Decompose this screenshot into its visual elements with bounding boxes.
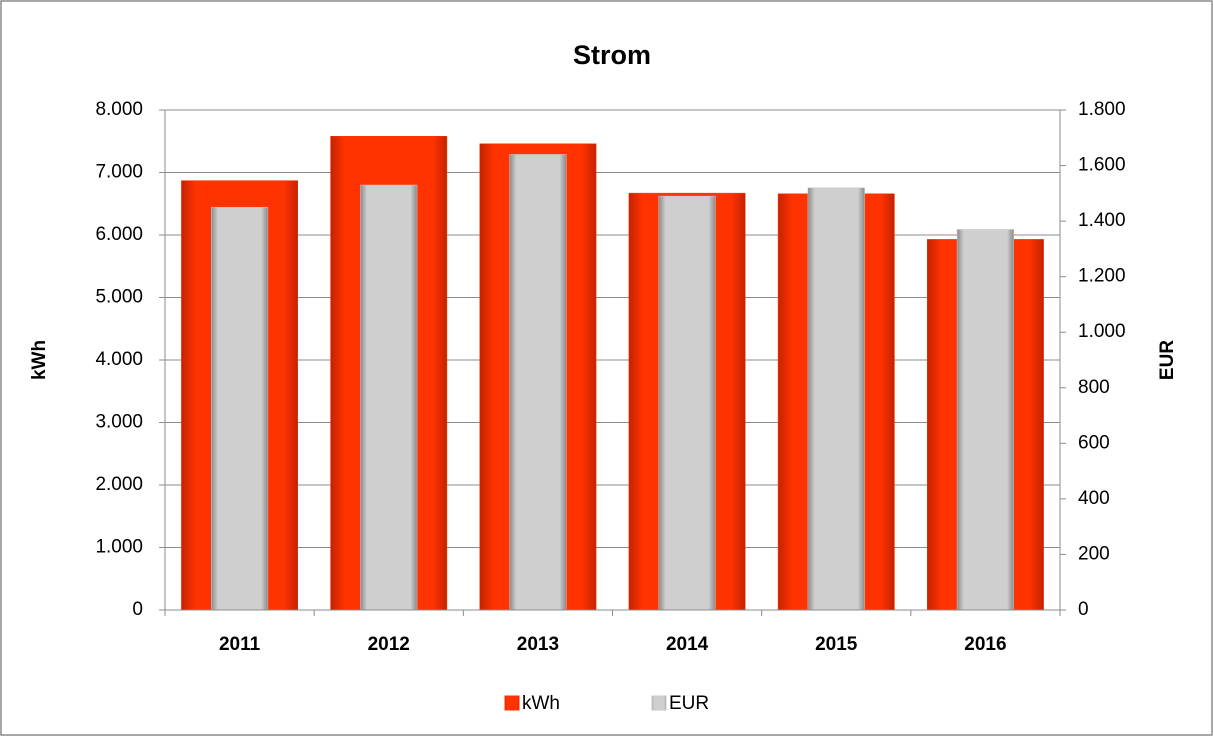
x-tick-label: 2014 [666, 634, 709, 655]
y2-tick-label: 400 [1078, 488, 1110, 509]
y-tick-label: 5.000 [95, 287, 143, 308]
y2-tick-label: 800 [1078, 377, 1110, 398]
y-tick-label: 0 [132, 599, 143, 620]
bar [807, 187, 865, 611]
y2-tick-label: 200 [1078, 543, 1110, 564]
legend-swatch [504, 695, 520, 711]
x-tick-label: 2011 [219, 634, 261, 655]
y-tick-label: 8.000 [95, 99, 143, 120]
bar [210, 206, 269, 611]
y-tick-label: 6.000 [95, 224, 143, 245]
y-axis-label: kWh [29, 340, 50, 380]
y2-tick-label: 1.400 [1078, 210, 1126, 231]
x-tick-label: 2016 [964, 634, 1006, 655]
x-tick-label: 2015 [815, 634, 858, 655]
y2-tick-label: 0 [1078, 599, 1089, 620]
x-tick-label: 2013 [517, 634, 559, 655]
y2-tick-label: 1.800 [1078, 99, 1126, 120]
y-tick-label: 1.000 [95, 537, 143, 558]
y2-tick-label: 1.600 [1078, 155, 1126, 176]
legend-label: kWh [522, 693, 560, 714]
legend-swatch [651, 695, 667, 711]
chart-title: Strom [573, 40, 651, 70]
y-tick-label: 7.000 [95, 162, 143, 183]
x-tick-label: 2012 [368, 634, 410, 655]
bar [658, 195, 716, 611]
bar [509, 154, 567, 611]
y2-tick-label: 600 [1078, 432, 1110, 453]
legend-label: EUR [669, 693, 709, 714]
y2-tick-label: 1.200 [1078, 266, 1126, 287]
y-tick-label: 2.000 [95, 474, 143, 495]
bar [360, 184, 418, 611]
y2-tick-label: 1.000 [1078, 321, 1126, 342]
y2-axis-label: EUR [1157, 340, 1178, 380]
bar [956, 229, 1015, 611]
y-tick-label: 4.000 [95, 349, 143, 370]
y-tick-label: 3.000 [95, 412, 143, 433]
